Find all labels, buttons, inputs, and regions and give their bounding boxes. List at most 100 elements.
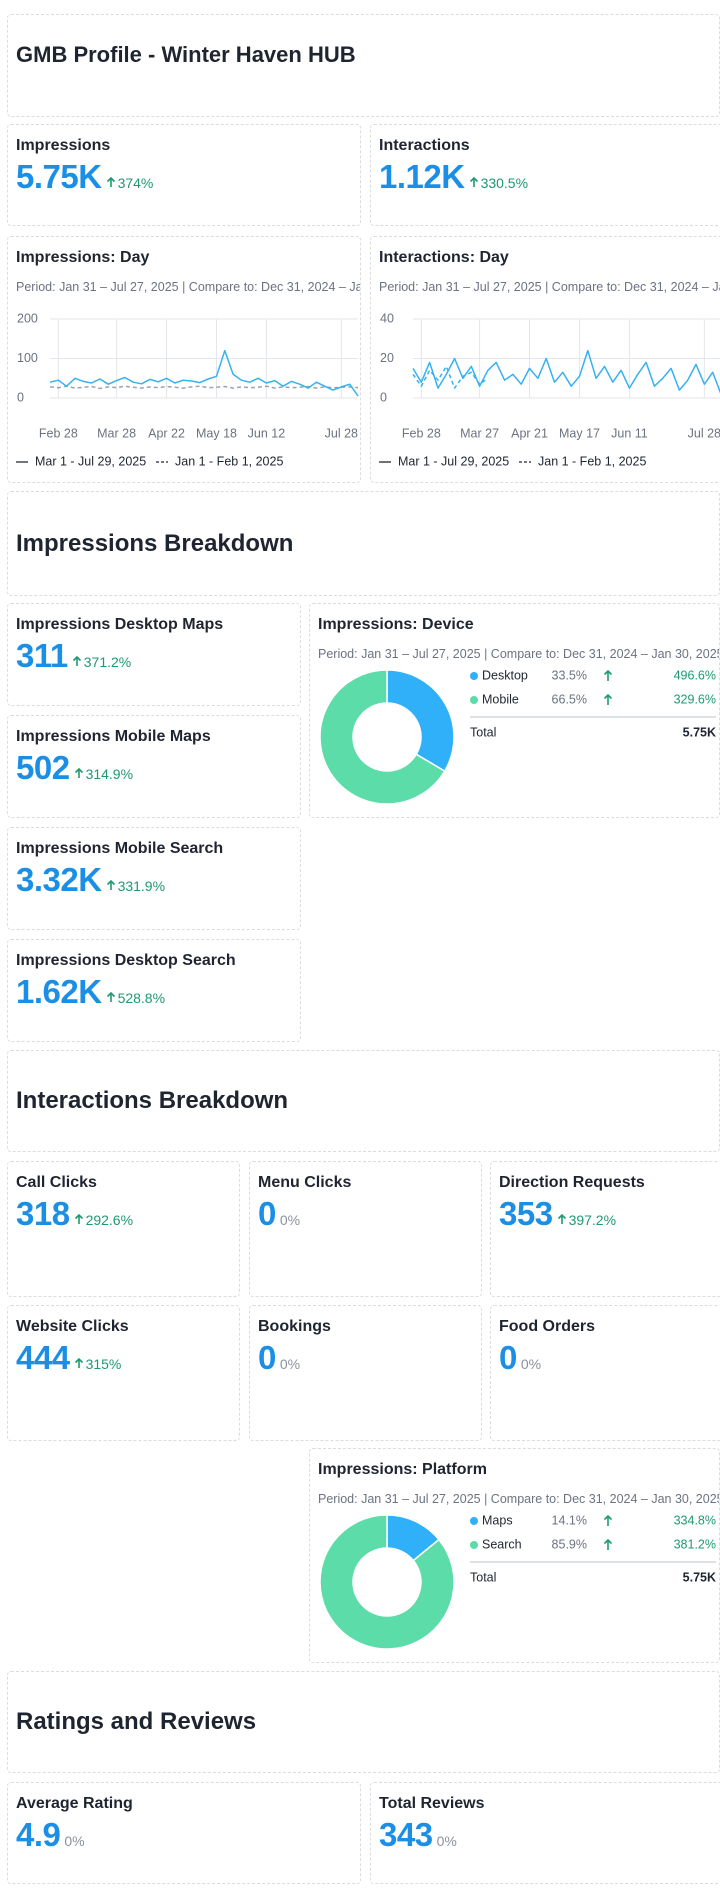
x-tick-label: Jul 28 — [688, 426, 720, 440]
total-value: 5.75K — [683, 725, 716, 739]
metric-value: 444 — [16, 1339, 70, 1376]
section-header: Ratings and Reviews — [7, 1671, 720, 1773]
arrow-shape — [74, 1213, 83, 1224]
metric-row: 318 292.6% — [16, 1195, 133, 1233]
up-arrow-icon — [74, 1213, 83, 1224]
arrow-shape — [557, 1213, 566, 1224]
metric-row: 1.12K 330.5% — [379, 158, 528, 196]
metric-value: 353 — [499, 1195, 553, 1232]
donut-chart: Maps 14.1% 334.8% Search 85.9% 381.2% Total 5.7… — [319, 1513, 716, 1650]
kpi-card: Total Reviews 343 0% — [370, 1782, 720, 1884]
section-header: Impressions Breakdown — [7, 491, 720, 596]
kpi-card: Menu Clicks 0 0% — [249, 1161, 482, 1297]
kpi-card: Direction Requests 353 397.2% — [490, 1161, 720, 1297]
y-tick-label: 40 — [380, 311, 394, 325]
up-arrow-icon — [106, 176, 115, 187]
metric-value: 0 — [499, 1339, 517, 1376]
x-tick-label: Jun 11 — [611, 426, 648, 440]
metric-value: 5.75K — [16, 158, 102, 195]
metric-row: 4.9 0% — [16, 1816, 85, 1854]
metric-row: 311 371.2% — [16, 637, 131, 675]
up-arrow-icon — [74, 1357, 83, 1368]
metric-value: 1.12K — [379, 158, 465, 195]
legend-change: 334.8% — [674, 1513, 716, 1527]
up-arrow-icon — [106, 879, 115, 890]
x-tick-label: Jun 12 — [248, 426, 286, 440]
line-chart: 0 20 40 Feb 28 Mar 27 Apr 21 May 17 Jun 11 Jul 2… — [379, 311, 720, 468]
kpi-card: Impressions 5.75K 374% — [7, 124, 361, 226]
kpi-label: Menu Clicks — [258, 1174, 352, 1191]
up-arrow-icon — [603, 1538, 613, 1550]
total-value: 5.75K — [683, 1570, 716, 1584]
header-card: GMB Profile - Winter Haven HUB — [7, 14, 720, 117]
kpi-label: Impressions Mobile Search — [16, 840, 224, 857]
legend-label: Mar 1 - Jul 29, 2025 — [35, 454, 146, 468]
metric-row: 353 397.2% — [499, 1195, 616, 1233]
metric-change: 0% — [279, 1356, 301, 1372]
chart-title: Impressions: Device — [318, 616, 474, 633]
legend-dot — [470, 672, 478, 680]
total-label: Total — [470, 725, 496, 739]
legend-percent: 85.9% — [552, 1537, 587, 1551]
arrow-shape — [469, 176, 478, 187]
metric-change: 371.2% — [83, 654, 132, 670]
metric-change: 0% — [520, 1356, 542, 1372]
metric-row: 444 315% — [16, 1339, 121, 1377]
x-tick-label: May 18 — [196, 426, 237, 440]
kpi-card: Impressions Desktop Maps 311 371.2% — [7, 603, 301, 706]
y-tick-label: 100 — [17, 351, 38, 365]
kpi-label: Call Clicks — [16, 1174, 97, 1191]
legend-dot — [470, 696, 478, 704]
section-title: Interactions Breakdown — [16, 1087, 289, 1114]
metric-change: 292.6% — [85, 1212, 134, 1228]
metric-change: 374% — [117, 175, 154, 191]
metric-change: 315% — [85, 1356, 122, 1372]
total-label: Total — [470, 1570, 496, 1584]
kpi-label: Impressions Mobile Maps — [16, 728, 211, 745]
metric-change: 0% — [436, 1833, 457, 1849]
metric-change: 331.9% — [117, 878, 166, 894]
up-arrow-icon — [106, 991, 115, 1002]
legend-percent: 66.5% — [552, 692, 587, 706]
arrow-shape — [106, 991, 115, 1002]
kpi-label: Bookings — [258, 1318, 331, 1335]
legend-percent: 33.5% — [552, 668, 587, 682]
metric-value: 502 — [16, 749, 70, 786]
up-arrow-icon — [74, 767, 83, 778]
series-line — [412, 365, 489, 389]
kpi-card: Bookings 0 0% — [249, 1305, 482, 1441]
kpi-card: Food Orders 0 0% — [490, 1305, 720, 1441]
kpi-label: Direction Requests — [499, 1174, 645, 1191]
donut-segment — [319, 669, 446, 805]
donut-segment — [319, 1514, 455, 1650]
arrow-shape — [106, 879, 115, 890]
x-tick-label: May 17 — [559, 426, 600, 440]
chart-period: Period: Jan 31 – Jul 27, 2025 | Compare … — [318, 647, 720, 661]
kpi-label: Food Orders — [499, 1318, 596, 1335]
kpi-card: Average Rating 4.9 0% — [7, 1782, 361, 1884]
kpi-label: Interactions — [379, 137, 470, 154]
donut-chart: Desktop 33.5% 496.6% Mobile 66.5% 329.6% Total… — [319, 668, 716, 805]
arrow-shape — [72, 655, 81, 666]
chart-title: Impressions: Day — [16, 249, 150, 266]
legend-percent: 14.1% — [552, 1513, 587, 1527]
kpi-card: Website Clicks 444 315% — [7, 1305, 240, 1441]
arrow-shape — [106, 176, 115, 187]
kpi-label: Impressions Desktop Maps — [16, 616, 224, 633]
metric-value: 0 — [258, 1339, 276, 1376]
line-chart: 0 100 200 Feb 28 Mar 28 Apr 22 May 18 Jun 12 Jul… — [16, 311, 359, 468]
series-line — [49, 385, 359, 390]
kpi-card: Call Clicks 318 292.6% — [7, 1161, 240, 1297]
metric-row: 5.75K 374% — [16, 158, 153, 196]
legend-label: Jan 1 - Feb 1, 2025 — [175, 454, 283, 468]
metric-value: 311 — [16, 637, 68, 674]
y-tick-label: 20 — [380, 351, 394, 365]
x-tick-label: Mar 28 — [97, 426, 136, 440]
section-title: Ratings and Reviews — [16, 1708, 257, 1735]
up-arrow-icon — [603, 693, 613, 705]
donut-card: Impressions: Platform Period: Jan 31 – Ju… — [309, 1448, 720, 1663]
metric-row: 1.62K 528.8% — [16, 973, 165, 1011]
x-tick-label: Feb 28 — [402, 426, 441, 440]
